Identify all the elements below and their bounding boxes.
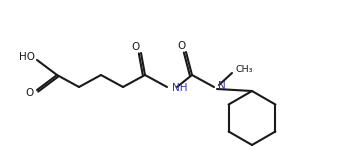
Text: O: O: [131, 42, 139, 52]
Text: HO: HO: [19, 52, 35, 62]
Text: NH: NH: [172, 83, 188, 93]
Text: O: O: [177, 41, 185, 51]
Text: N: N: [218, 81, 226, 91]
Text: O: O: [26, 88, 34, 98]
Text: CH₃: CH₃: [236, 66, 253, 75]
